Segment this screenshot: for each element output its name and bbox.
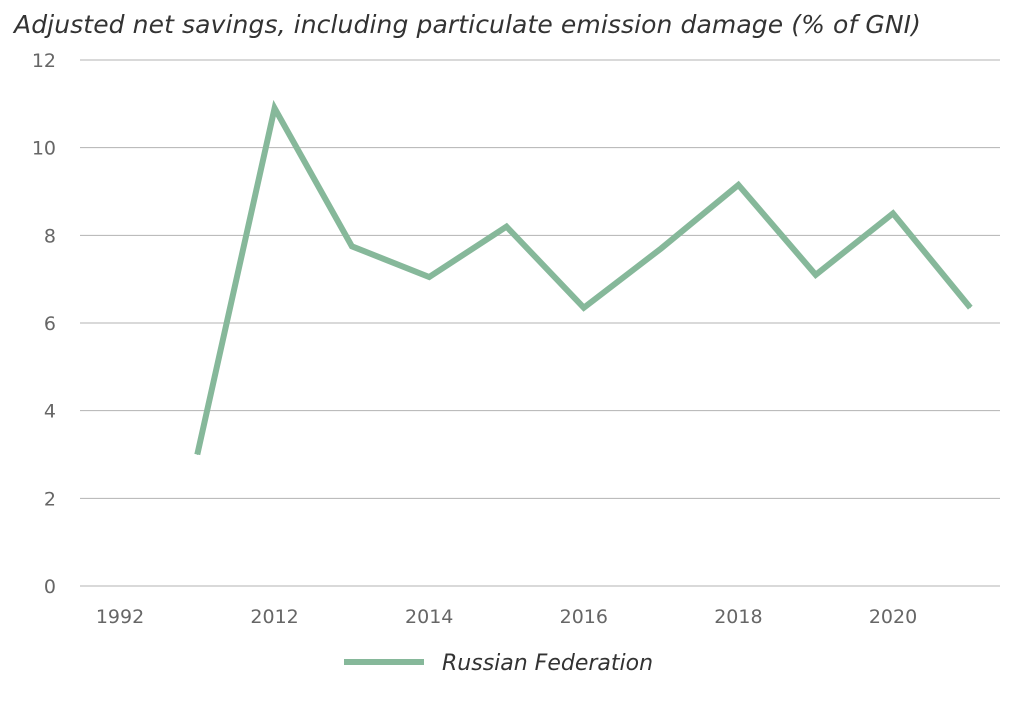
x-tick-label: 2018 — [714, 606, 762, 628]
data-point — [583, 307, 585, 309]
y-tick-label: 6 — [44, 313, 56, 335]
x-tick-label: 2014 — [405, 606, 453, 628]
y-tick-label: 12 — [32, 50, 56, 72]
data-point — [737, 184, 739, 186]
data-point — [506, 226, 507, 228]
series-layer — [194, 99, 973, 456]
x-tick-label: 2020 — [869, 606, 917, 628]
x-tick-label: 1992 — [96, 606, 144, 628]
data-point — [428, 276, 430, 278]
legend: Russian Federation — [344, 651, 653, 676]
data-point — [815, 274, 817, 276]
y-tick-label: 2 — [44, 488, 56, 510]
data-point — [660, 247, 662, 249]
x-tick-label: 2016 — [560, 606, 608, 628]
y-tick-label: 8 — [44, 225, 56, 247]
data-point — [351, 245, 353, 247]
data-point — [892, 212, 894, 214]
legend-label: Russian Federation — [442, 651, 653, 676]
data-point — [969, 307, 971, 309]
chart-title: Adjusted net savings, including particul… — [14, 10, 921, 39]
grid-lines — [80, 59, 1000, 587]
y-tick-label: 0 — [44, 576, 56, 598]
y-tick-label: 4 — [44, 401, 56, 423]
x-tick-label: 2012 — [250, 606, 298, 628]
data-point — [274, 107, 276, 109]
data-point — [196, 454, 198, 455]
y-tick-label: 10 — [32, 138, 56, 160]
series-line-0 — [194, 99, 973, 456]
x-axis-ticks: 1992 2012 2014 2016 2018 2020 — [96, 606, 917, 628]
y-axis-ticks: 0 2 4 6 8 10 12 — [32, 50, 56, 598]
